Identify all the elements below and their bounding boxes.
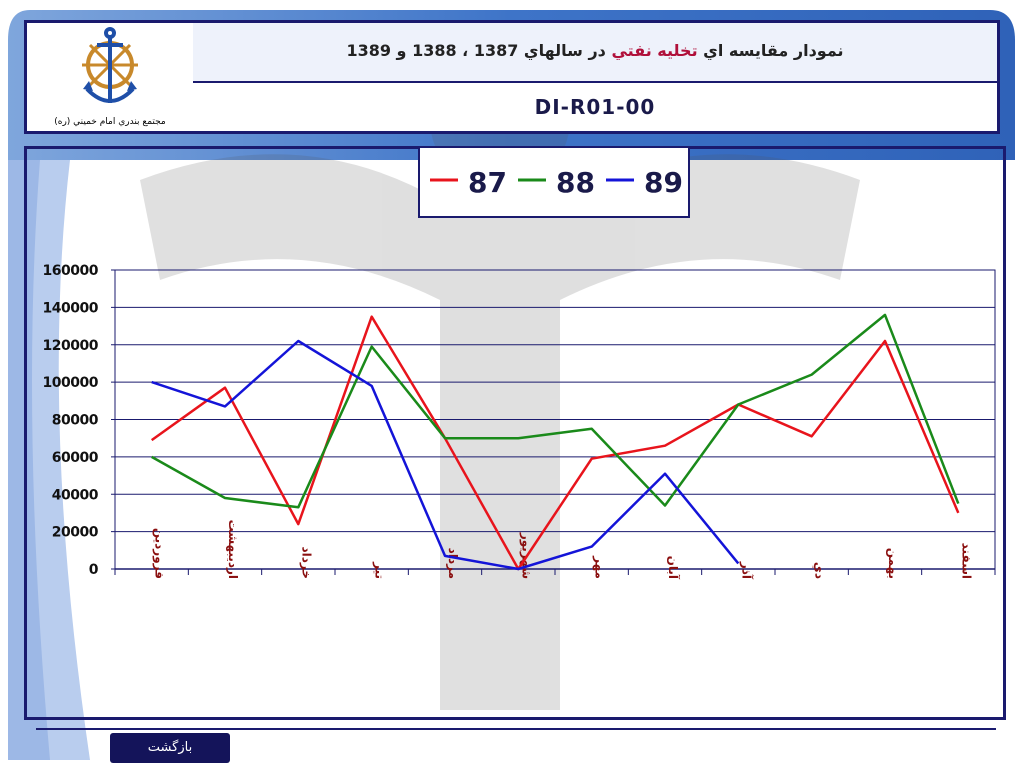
back-button[interactable]: بازگشت: [110, 733, 230, 763]
series-layer: [150, 313, 960, 571]
y-tick-label: 160000: [43, 263, 99, 279]
x-tick-label: دي: [813, 562, 827, 579]
x-tick-label: فروردين: [152, 528, 167, 579]
footer-divider: [36, 728, 996, 730]
axis-layer: 0 20000 40000 60000 80000 100000 120000 140000 1…: [43, 263, 996, 580]
legend-label-89: 89: [644, 166, 683, 199]
y-tick-label: 140000: [43, 300, 99, 316]
logo-cell: مجتمع بندري امام خميني (ره): [27, 23, 195, 131]
y-tick-label: 40000: [52, 487, 99, 503]
series-line-88: [151, 313, 960, 509]
x-tick-label: مرداد: [446, 548, 460, 579]
x-tick-label: خرداد: [299, 546, 313, 579]
x-tick-label: بهمن: [886, 548, 900, 579]
legend-label-88: 88: [556, 166, 595, 199]
legend-label-87: 87: [468, 166, 507, 199]
y-tick-label: 100000: [43, 375, 99, 391]
x-tick-label: آبان: [666, 556, 681, 580]
series-line-89: [151, 339, 740, 571]
title-highlight: تخليه نفتي: [611, 41, 698, 60]
y-tick-label: 60000: [52, 450, 99, 466]
x-tick-label: آذر: [739, 561, 754, 580]
document-code: DI-R01-00: [193, 83, 997, 131]
x-tick-label: مهر: [593, 555, 607, 579]
x-tick-label: ارديبهشت: [226, 520, 240, 579]
x-tick-label: اسفند: [959, 543, 973, 579]
header-table: مجتمع بندري امام خميني (ره) نمودار مقايس…: [24, 20, 1000, 134]
y-tick-label: 20000: [52, 525, 99, 541]
y-tick-label: 80000: [52, 413, 99, 429]
series-line-87: [150, 315, 960, 571]
x-tick-label: تير: [373, 561, 387, 579]
y-tick-label: 0: [89, 562, 99, 578]
logo-caption: مجتمع بندري امام خميني (ره): [54, 117, 166, 127]
legend-svg: 87 88 89: [430, 166, 683, 199]
page-title: نمودار مقايسه اي تخليه نفتي در سالهاي 13…: [193, 23, 997, 83]
grid-layer: [114, 269, 996, 570]
legend: 87 88 89: [418, 146, 690, 218]
title-part-1: نمودار مقايسه اي: [697, 41, 844, 60]
title-part-3: در سالهاي 1387 ، 1388 و 1389: [346, 41, 612, 60]
anchor-logo: [82, 27, 138, 103]
y-tick-label: 120000: [43, 338, 99, 354]
